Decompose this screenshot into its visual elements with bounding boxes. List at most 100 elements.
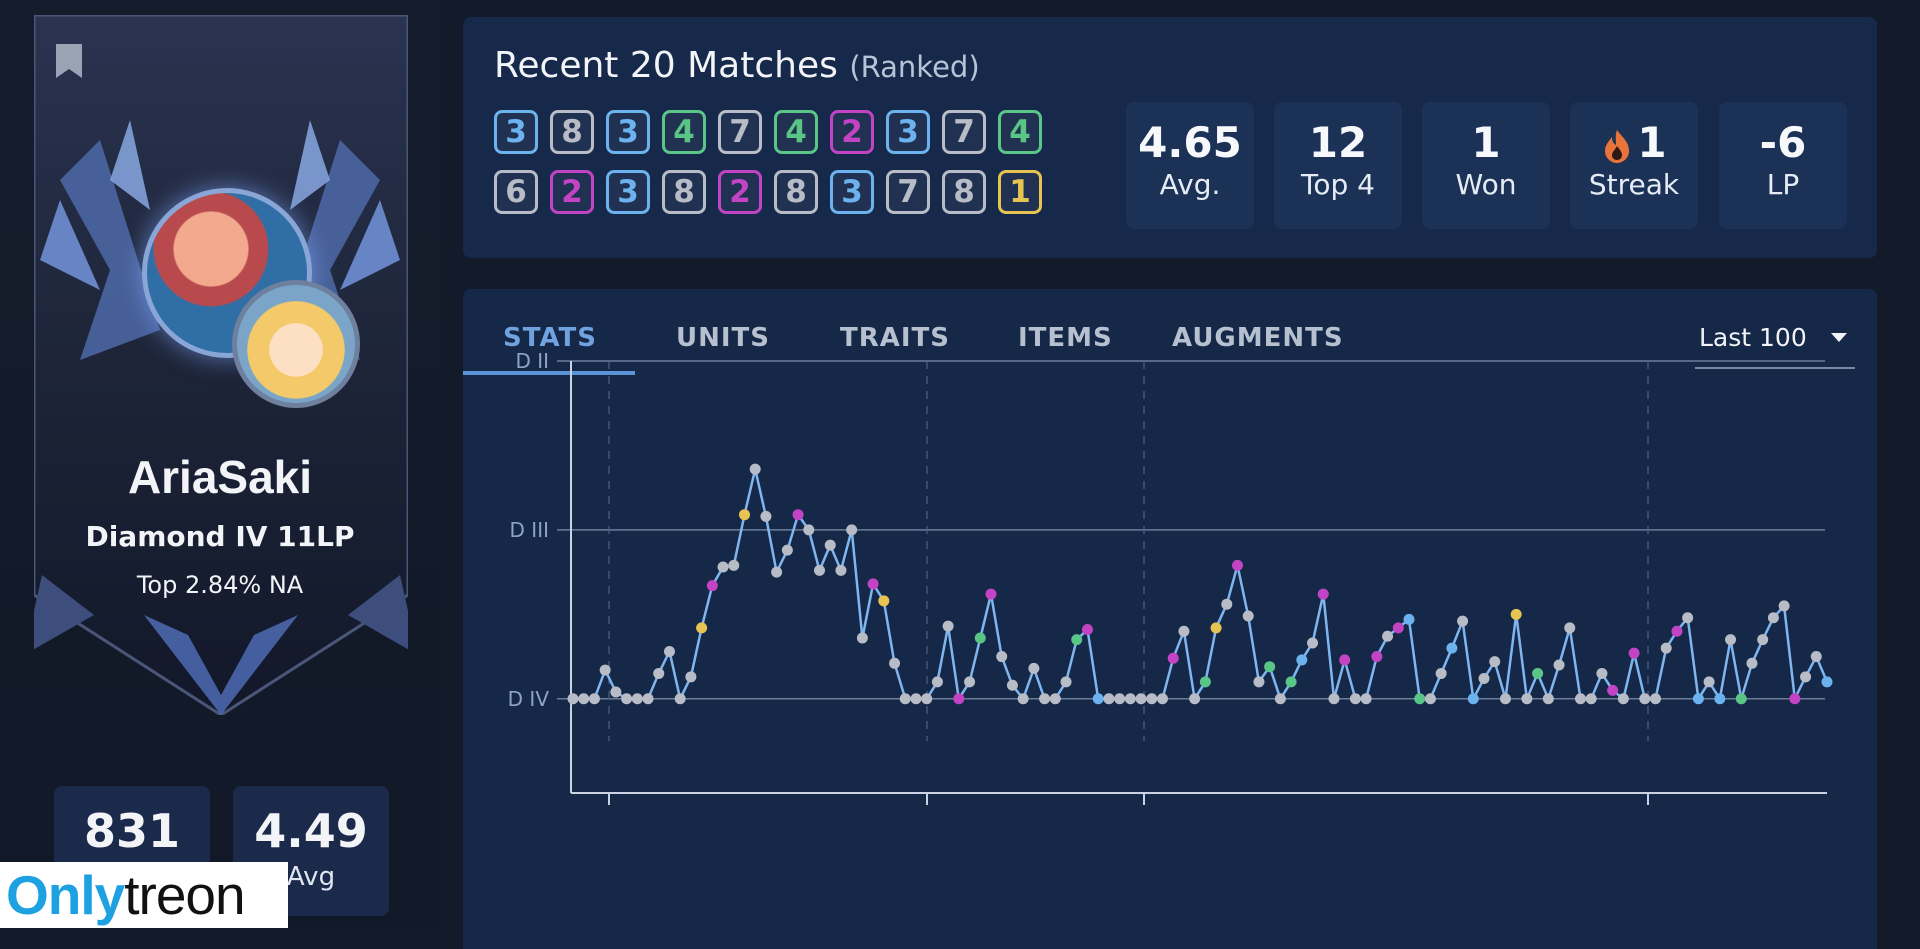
placement-badge[interactable]: 3 — [606, 110, 650, 154]
stat-lp-value: -6 — [1759, 118, 1807, 167]
lp-data-point — [1510, 608, 1522, 620]
lp-data-point — [1821, 676, 1833, 688]
lp-data-point — [1424, 693, 1436, 705]
stat-lp-label: LP — [1766, 168, 1800, 201]
tab-units[interactable]: UNITS — [676, 323, 771, 353]
lp-data-point — [1757, 634, 1769, 646]
lp-data-point — [1564, 622, 1576, 634]
placement-badge[interactable]: 2 — [550, 170, 594, 214]
lp-data-point — [1253, 676, 1265, 688]
lp-data-point — [1382, 630, 1394, 642]
lp-data-point — [1746, 657, 1758, 669]
lp-data-point — [685, 671, 697, 683]
lp-data-point — [1349, 693, 1361, 705]
lp-data-point — [1092, 693, 1104, 705]
lp-data-point — [1778, 600, 1790, 612]
lp-data-point — [921, 693, 933, 705]
lp-data-point — [1317, 588, 1329, 600]
placement-badge[interactable]: 1 — [998, 170, 1042, 214]
placement-badge[interactable]: 8 — [662, 170, 706, 214]
lp-data-point — [824, 539, 836, 551]
placement-badge[interactable]: 3 — [494, 110, 538, 154]
games-played-value: 831 — [83, 804, 181, 858]
placement-badge[interactable]: 4 — [774, 110, 818, 154]
placement-badge[interactable]: 7 — [886, 170, 930, 214]
lp-data-point — [1532, 667, 1544, 679]
lp-data-point — [910, 693, 922, 705]
placement-badge[interactable]: 4 — [998, 110, 1042, 154]
lp-data-point — [1435, 667, 1447, 679]
lp-data-point — [1328, 693, 1340, 705]
player-name: AriaSaki — [127, 451, 313, 503]
lp-data-point — [717, 561, 729, 573]
lp-data-point — [814, 564, 826, 576]
tab-items[interactable]: ITEMS — [1018, 323, 1113, 353]
lp-data-point — [878, 595, 890, 607]
lp-data-point — [631, 693, 643, 705]
placement-badge[interactable]: 8 — [774, 170, 818, 214]
placement-badge[interactable]: 2 — [830, 110, 874, 154]
lp-data-point — [1028, 662, 1040, 674]
recent-matches-title: Recent 20 Matches (Ranked) — [494, 45, 980, 86]
lp-data-point — [599, 664, 611, 676]
placement-badge[interactable]: 2 — [718, 170, 762, 214]
placement-badge[interactable]: 3 — [830, 170, 874, 214]
lp-data-point — [1617, 693, 1629, 705]
stats-panel: STATS UNITS TRAITS ITEMS AUGMENTS Last 1… — [463, 289, 1877, 949]
lp-data-point — [1607, 684, 1619, 696]
watermark-logo: Onlytreon — [0, 862, 288, 928]
placement-badge[interactable]: 8 — [550, 110, 594, 154]
lp-history-chart: D IV D III D II — [508, 349, 1833, 805]
match-range-dropdown[interactable]: Last 100 — [1695, 323, 1855, 369]
placement-badge[interactable]: 3 — [886, 110, 930, 154]
lp-data-point — [1199, 676, 1211, 688]
lp-data-point — [1210, 622, 1222, 634]
lp-data-point — [835, 564, 847, 576]
stats-tabs: STATS UNITS TRAITS ITEMS AUGMENTS — [463, 289, 1463, 375]
bookmark-icon[interactable] — [54, 42, 84, 80]
lp-data-point — [781, 544, 793, 556]
lp-data-point — [1242, 610, 1254, 622]
lp-data-point — [846, 524, 858, 536]
stat-top4-label: Top 4 — [1301, 168, 1375, 201]
y-tick-label: D II — [515, 349, 549, 373]
lp-data-point — [674, 693, 686, 705]
lp-data-point — [771, 566, 783, 578]
stat-top4-tile: 12 Top 4 — [1274, 102, 1402, 229]
tab-stats[interactable]: STATS — [503, 323, 598, 353]
average-placement-value: 4.49 — [254, 804, 368, 858]
average-placement-label: Avg — [286, 862, 336, 892]
lp-data-point — [642, 693, 654, 705]
lp-data-point — [1414, 693, 1426, 705]
lp-data-point — [1307, 637, 1319, 649]
match-range-value: Last 100 — [1699, 323, 1807, 352]
stat-won-label: Won — [1455, 168, 1517, 201]
lp-data-point — [1081, 624, 1093, 636]
placement-badge[interactable]: 4 — [662, 110, 706, 154]
lp-data-point — [1650, 693, 1662, 705]
stat-streak-value: 1 — [1637, 118, 1667, 167]
stat-avg-tile: 4.65 Avg. — [1126, 102, 1254, 229]
lp-data-point — [1103, 693, 1115, 705]
profile-sidebar: AriaSaki Diamond IV 11LP Top 2.84% NA 83… — [0, 0, 440, 928]
lp-data-point — [653, 667, 665, 679]
lp-data-point — [1221, 598, 1233, 610]
lp-data-point — [974, 632, 986, 644]
placement-badge[interactable]: 7 — [718, 110, 762, 154]
lp-data-point — [1392, 622, 1404, 634]
placement-badge[interactable]: 8 — [942, 170, 986, 214]
lp-data-point — [1542, 693, 1554, 705]
placement-badge[interactable]: 3 — [606, 170, 650, 214]
placement-badge[interactable]: 7 — [942, 110, 986, 154]
chevron-down-icon — [1831, 333, 1847, 342]
lp-data-point — [1232, 559, 1244, 571]
average-placement-card: 4.49 Avg — [233, 786, 389, 916]
lp-data-point — [749, 463, 761, 475]
lp-data-point — [953, 693, 965, 705]
lp-data-point — [803, 524, 815, 536]
placement-badge[interactable]: 6 — [494, 170, 538, 214]
lp-data-point — [1360, 693, 1372, 705]
tab-augments[interactable]: AUGMENTS — [1172, 323, 1344, 353]
tab-traits[interactable]: TRAITS — [840, 323, 951, 353]
